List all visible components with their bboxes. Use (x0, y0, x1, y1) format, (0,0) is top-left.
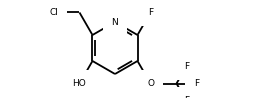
Text: N: N (112, 18, 118, 26)
Text: F: F (194, 79, 199, 88)
Text: Cl: Cl (49, 8, 58, 17)
Text: F: F (184, 96, 189, 98)
Text: F: F (184, 62, 189, 71)
Text: F: F (148, 8, 153, 17)
Text: O: O (147, 79, 154, 88)
Text: HO: HO (73, 79, 86, 88)
